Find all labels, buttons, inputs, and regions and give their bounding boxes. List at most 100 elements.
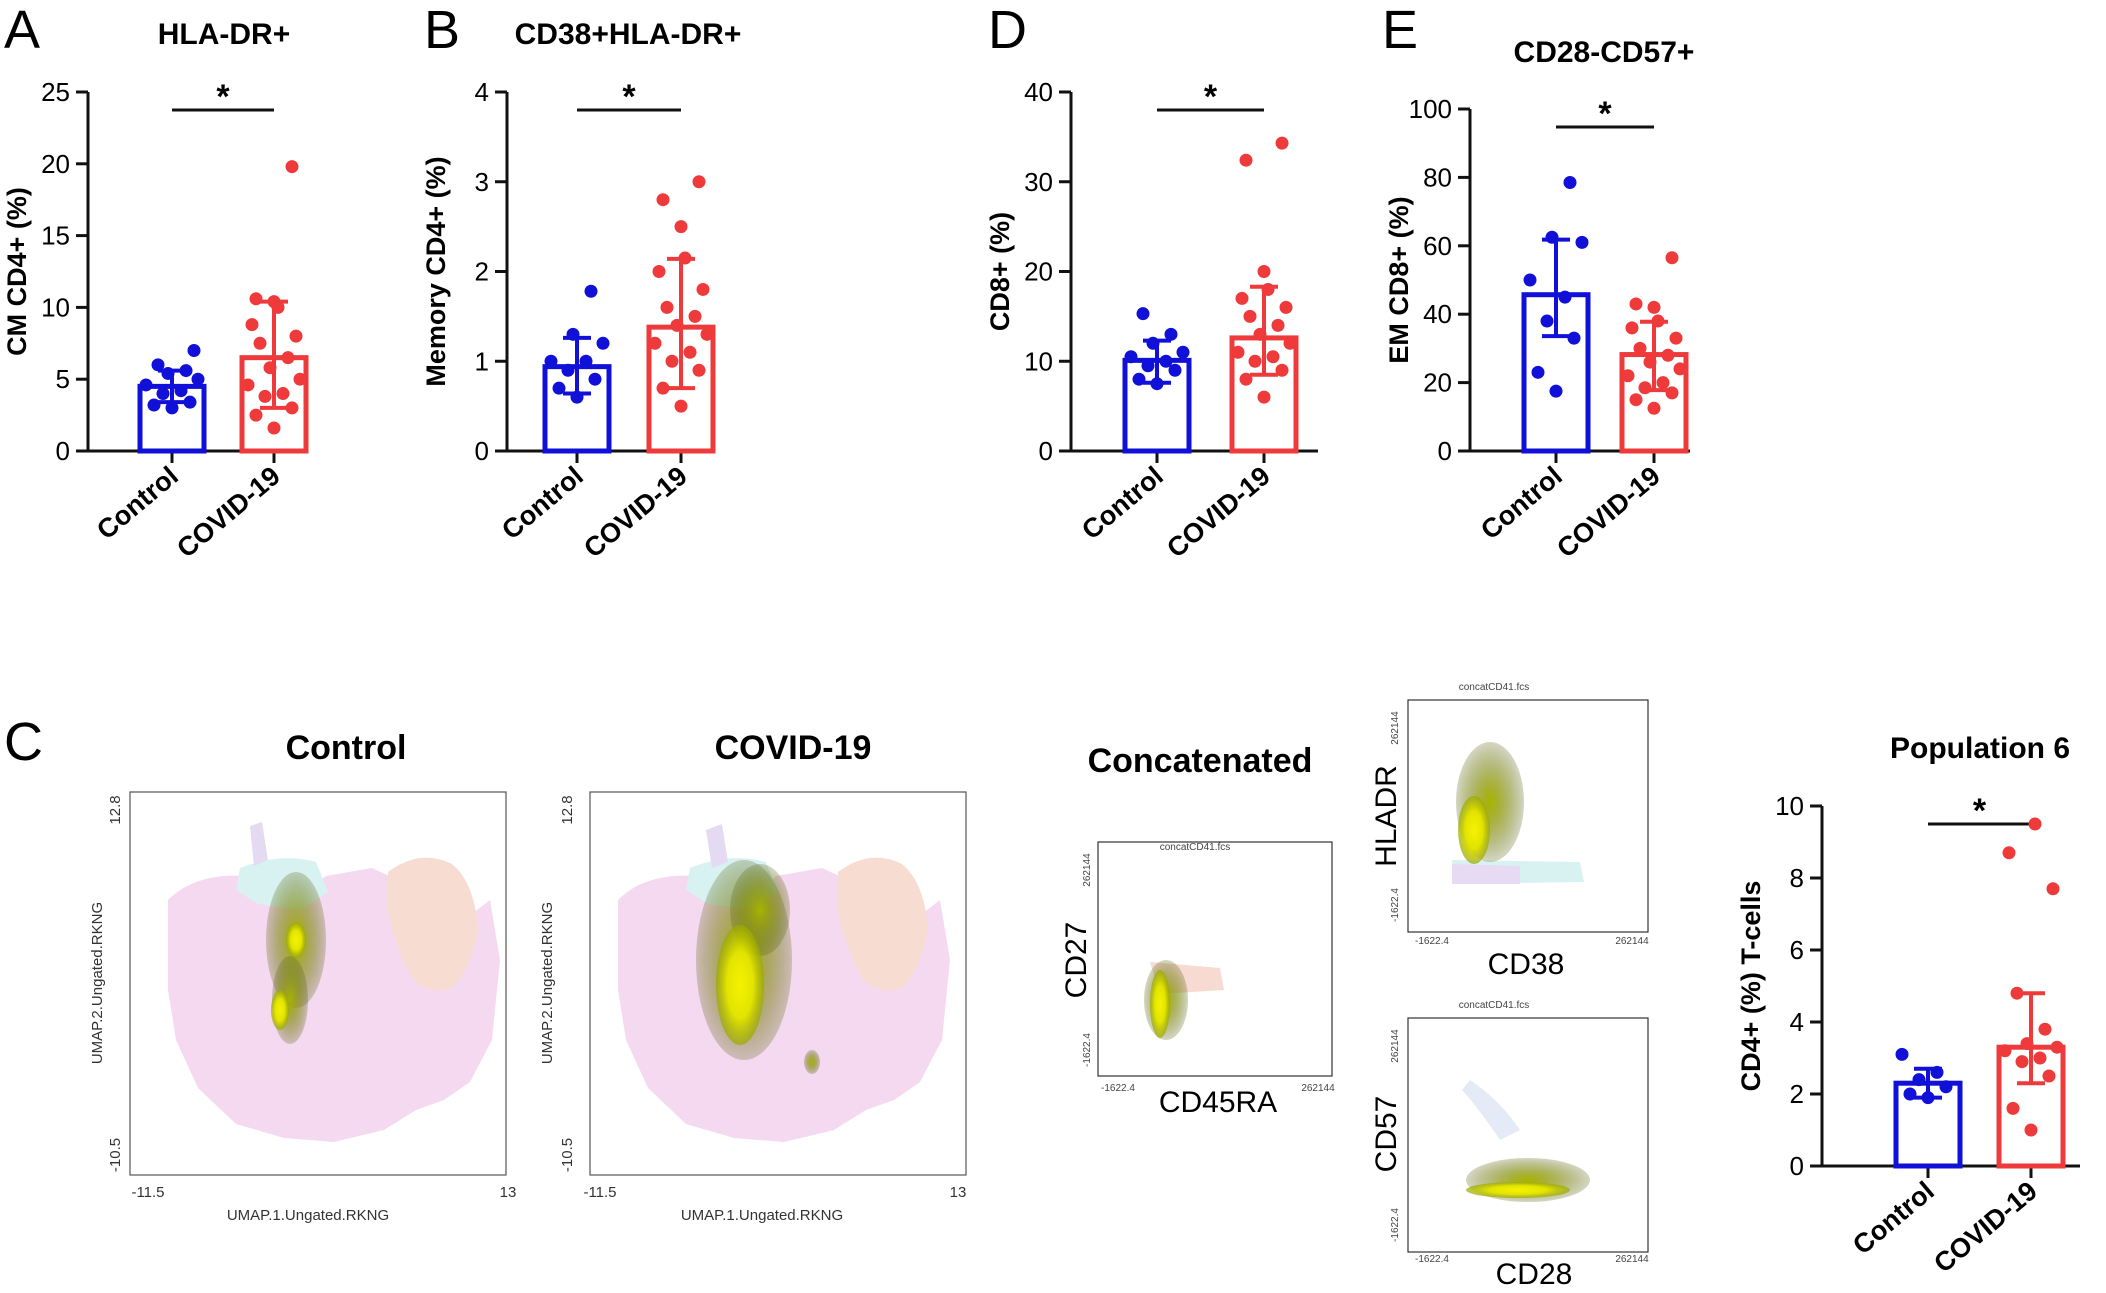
data-point <box>1253 327 1267 341</box>
data-point <box>692 363 706 377</box>
y-tick-label: 30 <box>1024 167 1053 197</box>
data-point <box>249 408 263 422</box>
flow-xmax: 262144 <box>1615 1254 1649 1265</box>
x-tick-label: COVID-19 <box>1161 461 1276 564</box>
data-point <box>1647 300 1661 314</box>
y-tick-label: 15 <box>41 221 70 251</box>
y-tick-label: 10 <box>1024 346 1053 376</box>
y-tick-label: 1 <box>475 346 489 376</box>
umap-cells <box>266 872 326 1044</box>
data-point <box>2028 817 2042 831</box>
data-point <box>174 384 188 398</box>
y-tick-label: 10 <box>1775 791 1804 821</box>
data-point <box>688 309 702 323</box>
data-point <box>1665 386 1679 400</box>
data-point <box>660 300 674 314</box>
data-point <box>183 395 197 409</box>
data-point <box>700 327 714 341</box>
data-point <box>1549 384 1563 398</box>
significance-star: * <box>622 78 636 116</box>
umap-title-covid: COVID-19 <box>715 729 872 767</box>
data-point <box>596 336 610 350</box>
data-point <box>696 282 710 296</box>
flow-frame <box>1407 1017 1649 1253</box>
data-point <box>674 399 688 413</box>
x-tick-label: Control <box>496 461 589 546</box>
data-point <box>276 387 290 401</box>
y-tick-label: 20 <box>1423 368 1452 398</box>
data-point <box>1939 1080 1953 1094</box>
significance-star: * <box>1973 792 1987 830</box>
data-point <box>1159 354 1173 368</box>
chart-title: CD38+HLA-DR+ <box>515 18 742 51</box>
x-tick-label: Control <box>1475 461 1568 546</box>
flow-file-label: concatCD41.fcs <box>1459 1000 1530 1011</box>
data-point <box>1633 341 1647 355</box>
flow-plot-cd27-cd45ra: concatCD41.fcs 262144 -1622.4 -1622.4 26… <box>1060 841 1335 1119</box>
umap-frame-covid <box>589 791 967 1176</box>
umap-ymax-control: 12.8 <box>107 795 124 824</box>
data-point <box>1651 314 1665 328</box>
chart-title: HLA-DR+ <box>158 18 291 51</box>
umap-ylabel-control: UMAP.2.Ungated.RKNG <box>89 902 106 1064</box>
y-tick-label: 80 <box>1423 162 1452 192</box>
data-point <box>1231 345 1245 359</box>
flow-frame <box>1407 699 1649 933</box>
y-tick-label: 2 <box>1790 1079 1804 1109</box>
data-point <box>151 358 165 372</box>
data-point <box>2002 846 2016 860</box>
data-point <box>1176 345 1190 359</box>
data-point <box>2046 882 2060 896</box>
umap-ymin-covid: -10.5 <box>559 1138 576 1172</box>
umap-cell-density <box>271 990 289 1030</box>
flow-xmax: 262144 <box>1615 936 1649 947</box>
data-point <box>561 363 575 377</box>
data-point <box>674 220 688 234</box>
data-point <box>1283 336 1297 350</box>
y-tick-label: 40 <box>1423 299 1452 329</box>
data-point <box>1523 273 1537 287</box>
data-point <box>692 175 706 189</box>
data-point <box>1168 363 1182 377</box>
y-tick-label: 20 <box>41 149 70 179</box>
data-point <box>656 193 670 207</box>
y-axis-label: CM CD4+ (%) <box>2 187 32 356</box>
data-point <box>147 398 161 412</box>
x-tick-label: Control <box>1076 461 1169 546</box>
flow-population <box>1458 796 1490 864</box>
y-tick-label: 4 <box>1790 1007 1804 1037</box>
data-point <box>1248 354 1262 368</box>
data-point <box>1261 282 1275 296</box>
data-point <box>1150 377 1164 391</box>
umap-frame-control <box>129 791 507 1176</box>
flow-xmin: -1622.4 <box>1415 936 1449 947</box>
flow-ymax: 262144 <box>1390 1029 1401 1063</box>
y-tick-label: 100 <box>1409 94 1452 124</box>
data-point <box>1912 1073 1926 1087</box>
flow-xmax: 262144 <box>1301 1083 1335 1094</box>
umap-xmin-covid: -11.5 <box>583 1184 616 1201</box>
y-tick-label: 3 <box>475 167 489 197</box>
panel-letter-d: D <box>988 0 1027 60</box>
flow-xlabel: CD28 <box>1496 1258 1573 1291</box>
flow-file-label: concatCD41.fcs <box>1160 842 1231 853</box>
data-point <box>1643 355 1657 369</box>
flow-ymin: -1622.4 <box>1082 1033 1093 1067</box>
data-point <box>2015 1055 2029 1069</box>
data-point <box>1132 372 1146 386</box>
data-point <box>652 265 666 278</box>
data-point <box>1895 1047 1909 1061</box>
y-tick-label: 60 <box>1423 231 1452 261</box>
data-point <box>1124 350 1138 364</box>
significance-star: * <box>216 78 230 116</box>
data-point <box>1164 327 1178 341</box>
y-axis-label: CD8+ (%) <box>985 212 1015 331</box>
y-tick-label: 6 <box>1790 935 1804 965</box>
chart-title: CD28-CD57+ <box>1514 36 1695 69</box>
data-point <box>566 327 580 341</box>
umap-cell-density <box>716 925 764 1045</box>
y-tick-label: 8 <box>1790 863 1804 893</box>
data-point <box>2024 1123 2038 1137</box>
flow-ylabel: CD27 <box>1060 922 1093 999</box>
